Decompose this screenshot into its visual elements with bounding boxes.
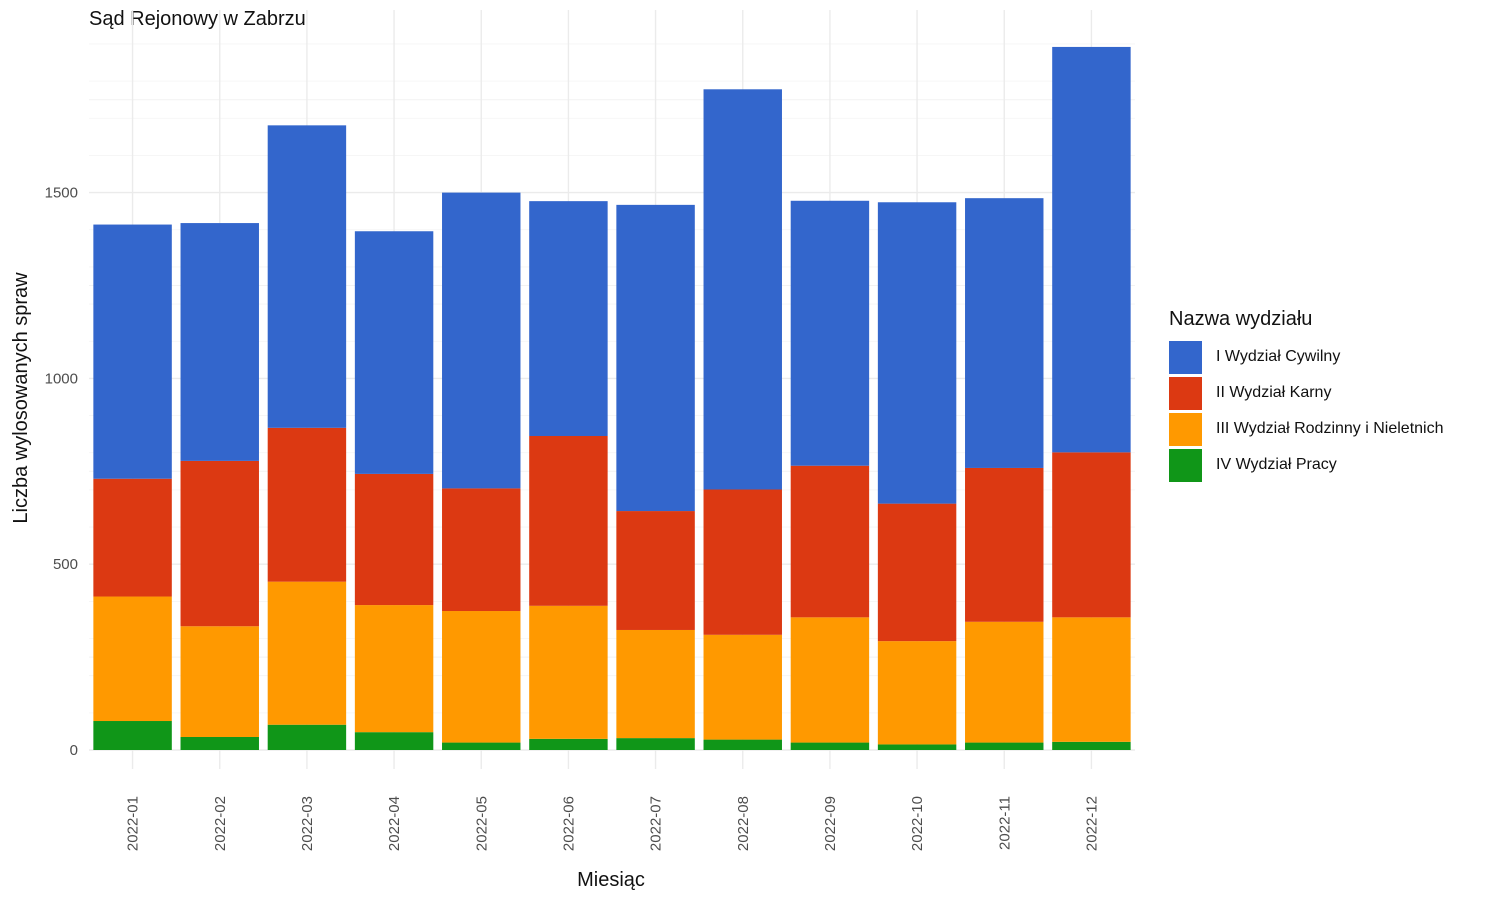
x-tick-label: 2022-11	[996, 796, 1013, 850]
y-axis-label: Liczba wylosowanych spraw	[10, 272, 32, 524]
legend-items: I Wydział Cywilny II Wydział Karny III Wyd…	[1169, 339, 1444, 483]
legend-item: I Wydział Cywilny	[1169, 339, 1444, 375]
bar-segment	[93, 478, 172, 597]
bar-segment	[442, 742, 521, 750]
chart-title: Sąd Rejonowy w Zabrzu	[89, 8, 306, 30]
bar-segment	[354, 473, 434, 606]
bar-segment	[180, 460, 259, 627]
bar-segment	[442, 192, 521, 489]
legend-label: III Wydział Rodzinny i Nieletnich	[1216, 420, 1444, 437]
bar-segment	[442, 611, 521, 743]
bar-segment	[616, 204, 695, 512]
y-tick-label: 500	[53, 556, 78, 573]
legend-title: Nazwa wydziału	[1169, 308, 1313, 330]
axes: 0 500 1000 1500 2022-01 2022-02 2022-03 2022-04…	[45, 185, 1101, 851]
bar-segment	[93, 596, 172, 722]
legend-item: IV Wydział Pracy	[1169, 447, 1444, 483]
bar-segment	[267, 724, 347, 750]
legend: Nazwa wydziału I Wydział Cywilny II Wydzi…	[1169, 308, 1444, 483]
legend-item: III Wydział Rodzinny i Nieletnich	[1169, 411, 1444, 447]
bar-segment	[1052, 452, 1131, 618]
bar-segment	[965, 742, 1044, 750]
bar-segment	[877, 503, 957, 642]
legend-label: I Wydział Cywilny	[1216, 348, 1341, 365]
bar-segment	[790, 617, 870, 743]
bar-segment	[1052, 617, 1131, 742]
bar-segment	[616, 738, 695, 750]
bar-segment	[1052, 741, 1131, 750]
bar-segment	[616, 511, 695, 630]
bar-segment	[877, 202, 957, 504]
bar-segment	[93, 721, 172, 750]
bar-segment	[354, 605, 434, 733]
x-tick-label: 2022-06	[560, 796, 577, 851]
legend-color-key	[1169, 340, 1202, 374]
bar-segment	[267, 427, 347, 582]
bar-segment	[354, 231, 434, 474]
x-axis-label: Miesiąc	[577, 869, 645, 891]
bar-segment	[180, 626, 259, 737]
bar-segment	[877, 641, 957, 745]
y-tick-label: 1000	[45, 370, 78, 387]
bar-segment	[965, 621, 1044, 743]
bar-segment	[965, 467, 1044, 622]
bar-segment	[703, 634, 782, 740]
bar-segment	[529, 605, 608, 739]
bar-segment	[790, 742, 870, 750]
bar-segment	[703, 739, 782, 750]
x-tick-label: 2022-02	[212, 796, 229, 851]
bar-segment	[180, 736, 259, 750]
bar-segment	[790, 200, 870, 466]
x-tick-label: 2022-08	[735, 796, 752, 851]
bar-segment	[703, 489, 782, 635]
bar-segment	[1052, 46, 1131, 453]
x-tick-label: 2022-07	[648, 796, 665, 851]
bar-segment	[529, 738, 608, 750]
bars	[93, 46, 1131, 750]
grid-lines	[89, 10, 1135, 769]
bar-segment	[877, 744, 957, 750]
bar-segment	[965, 198, 1044, 468]
bar-segment	[354, 732, 434, 750]
legend-color-key	[1169, 412, 1202, 446]
bar-segment	[442, 488, 521, 612]
x-tick-label: 2022-04	[386, 796, 403, 851]
bar-segment	[267, 125, 347, 428]
x-tick-label: 2022-01	[125, 796, 142, 851]
bar-segment	[180, 223, 259, 461]
x-tick-label: 2022-12	[1083, 796, 1100, 851]
bar-segment	[616, 629, 695, 739]
x-tick-label: 2022-05	[473, 796, 490, 851]
bar-segment	[529, 201, 608, 436]
x-tick-label: 2022-09	[822, 796, 839, 851]
y-tick-label: 1500	[45, 185, 78, 202]
legend-color-key	[1169, 376, 1202, 410]
legend-item: II Wydział Karny	[1169, 375, 1444, 411]
x-tick-label: 2022-03	[299, 796, 316, 851]
legend-label: II Wydział Karny	[1216, 384, 1332, 401]
bar-segment	[267, 581, 347, 725]
bar-segment	[703, 89, 782, 490]
bar-segment	[790, 465, 870, 618]
y-tick-label: 0	[70, 742, 78, 759]
x-tick-label: 2022-10	[909, 796, 926, 851]
legend-color-key	[1169, 448, 1202, 482]
bar-segment	[93, 224, 172, 479]
bar-segment	[529, 435, 608, 606]
legend-label: IV Wydział Pracy	[1216, 456, 1337, 473]
